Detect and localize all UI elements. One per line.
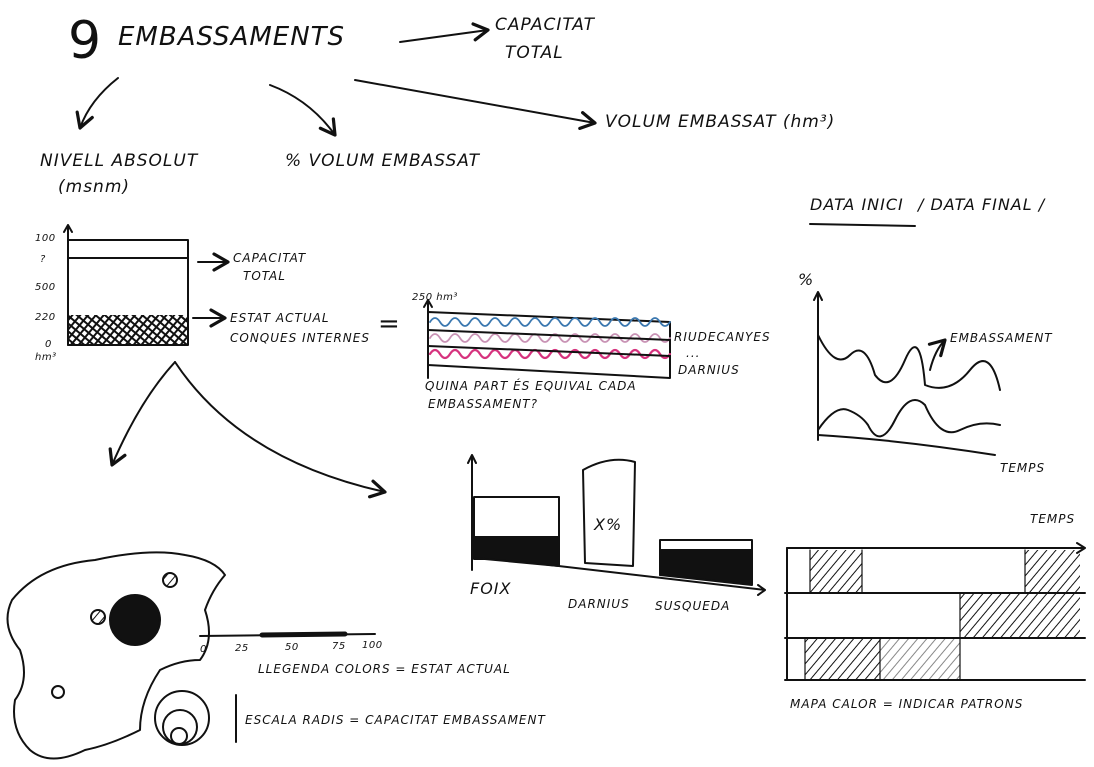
tick: 100: [35, 233, 56, 244]
label: CAPACITAT: [233, 251, 307, 265]
arrow: [399, 22, 490, 43]
axes: [813, 291, 996, 456]
tick: 500: [35, 282, 56, 293]
tick: 0: [45, 339, 52, 350]
capacity: TOTAL: [505, 43, 564, 63]
bar-mark: X%: [593, 515, 622, 534]
series: EMBASSAMENT: [950, 331, 1053, 345]
axes: [467, 454, 766, 596]
big-number: 9: [68, 11, 102, 71]
divider: [427, 345, 671, 357]
bar-fill: [473, 536, 560, 567]
question: EMBASSAMENT?: [428, 397, 538, 411]
level: (msnm): [58, 177, 130, 197]
label: CONQUES INTERNES: [230, 331, 370, 345]
date-start: DATA INICI: [810, 195, 904, 214]
scale-circle: [170, 727, 188, 745]
state-fill: [69, 315, 187, 344]
equals: =: [378, 309, 401, 339]
arrow: [269, 84, 337, 137]
tick: 220: [35, 312, 56, 323]
capacity: CAPACITAT: [495, 15, 596, 35]
scale-caption: ESCALA RADIS = CAPACITAT EMBASSAMENT: [245, 713, 546, 727]
divider: [427, 329, 671, 341]
legend-tick: 100: [362, 640, 383, 651]
unit: hm³: [35, 352, 57, 363]
question: QUINA PART ÉS EQUIVAL CADA: [425, 378, 637, 393]
scale-circle: [154, 690, 210, 746]
legend-fill: [259, 631, 348, 638]
arrow: [927, 338, 947, 371]
level: NIVELL ABSOLUT: [40, 151, 199, 171]
scale-circle: [162, 709, 198, 745]
bar: [582, 458, 636, 567]
bar-label: SUSQUEDA: [655, 599, 730, 613]
arrow: [354, 79, 597, 131]
grid: [784, 547, 1086, 681]
tick: ?: [40, 254, 46, 265]
caption: MAPA CALOR = INDICAR PATRONS: [790, 697, 1023, 711]
label: TOTAL: [243, 269, 286, 283]
y-label: %: [798, 270, 814, 289]
reservoir: [90, 609, 106, 625]
wave: [429, 317, 671, 327]
cell: [1025, 550, 1080, 592]
reservoir: [51, 685, 65, 699]
reservoir: [162, 572, 178, 588]
legend-caption: LLEGENDA COLORS = ESTAT ACTUAL: [258, 662, 511, 676]
title: EMBASSAMENTS: [118, 22, 345, 52]
cell: [960, 594, 1080, 637]
underline: [809, 223, 916, 227]
label: ...: [686, 346, 700, 360]
legend-tick: 25: [235, 643, 249, 654]
bar-label: DARNIUS: [568, 597, 630, 611]
label: DARNIUS: [678, 363, 740, 377]
legend-tick: 75: [332, 641, 346, 652]
label: RIUDECANYES: [674, 330, 771, 344]
legend-tick: 50: [285, 642, 299, 653]
map: [6, 551, 226, 760]
tank: [67, 239, 189, 346]
x-label: TEMPS: [1000, 461, 1045, 475]
date-end: / DATA FINAL /: [916, 195, 1046, 214]
label: ESTAT ACTUAL: [230, 311, 330, 325]
volume: VOLUM EMBASSAT (hm³): [605, 112, 835, 132]
arrow: [75, 77, 119, 130]
arrow: [174, 361, 387, 499]
cell-edge: [804, 549, 1026, 681]
cell: [880, 639, 960, 679]
arrow: [108, 361, 176, 467]
bar-label: FOIX: [470, 579, 512, 598]
line: [817, 399, 1001, 438]
top: 250 hm³: [412, 292, 458, 303]
cell: [810, 550, 862, 592]
x-label: TEMPS: [1030, 512, 1075, 526]
legend-tick: 0: [200, 644, 207, 655]
percent: % VOLUM EMBASSAT: [285, 151, 481, 171]
box: [427, 311, 671, 379]
cell: [805, 639, 880, 679]
line: [817, 334, 1001, 391]
bar-fill: [659, 549, 753, 586]
reservoir: [109, 594, 161, 646]
